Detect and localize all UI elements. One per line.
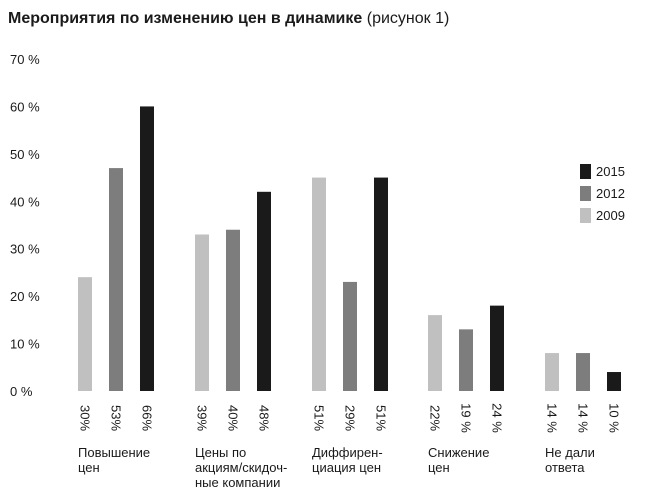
bar-value-label: 22%: [428, 405, 443, 431]
bar-value-label: 51%: [374, 405, 389, 431]
bar-value-label: 10 %: [607, 403, 622, 433]
chart-title-note: (рисунок 1): [366, 10, 450, 27]
bar-value-label: 14 %: [545, 403, 560, 433]
category-label: акциям/скидоч-: [195, 460, 287, 475]
category-label: Не дали: [545, 445, 595, 460]
bar-2009-5: [545, 353, 559, 391]
bar-2012-4: [459, 329, 473, 391]
bar-2015-4: [490, 305, 504, 391]
y-tick-label: 50 %: [10, 147, 40, 162]
bar-value-label: 39%: [195, 405, 210, 431]
y-tick-label: 60 %: [10, 99, 40, 114]
bar-value-label: 51%: [312, 405, 327, 431]
bar-value-label: 29%: [343, 405, 358, 431]
chart-title: Мероприятия по изменению цен в динамике …: [8, 10, 449, 28]
y-tick-label: 10 %: [10, 337, 40, 352]
bar-value-label: 53%: [109, 405, 124, 431]
bar-value-labels: 30% 39% 51% 22% 14 % 53% 40% 29% 19 % 14 % 66% 48% 5…: [78, 403, 622, 433]
bar-2015-2: [257, 191, 271, 391]
category-label: цен: [428, 460, 450, 475]
category-label: ные компании: [195, 475, 280, 490]
bar-2009-4: [428, 315, 442, 391]
legend-swatch-2015: [580, 164, 591, 179]
bar-2009-2: [195, 234, 209, 391]
bar-2012-2: [226, 229, 240, 391]
y-tick-label: 20 %: [10, 289, 40, 304]
bar-value-label: 30%: [78, 405, 93, 431]
category-label: Цены по: [195, 445, 246, 460]
legend-label-2012: 2012: [596, 186, 625, 201]
y-tick-label: 40 %: [10, 194, 40, 209]
y-tick-label: 0 %: [10, 384, 33, 399]
bar-value-label: 14 %: [576, 403, 591, 433]
bar-value-label: 24 %: [490, 403, 505, 433]
bar-2015-1: [140, 106, 154, 391]
bar-2012-1: [109, 168, 123, 391]
y-tick-label: 30 %: [10, 242, 40, 257]
bar-value-label: 48%: [257, 405, 272, 431]
chart-title-main: Мероприятия по изменению цен в динамике: [8, 10, 363, 27]
bar-value-label: 19 %: [459, 403, 474, 433]
legend-swatch-2012: [580, 186, 591, 201]
legend: 2015 2012 2009: [580, 164, 625, 223]
bar-2012-5: [576, 353, 590, 391]
legend-label-2015: 2015: [596, 164, 625, 179]
bar-2015-3: [374, 177, 388, 391]
bar-value-label: 40%: [226, 405, 241, 431]
bar-2015-5: [607, 372, 621, 391]
bar-2009-1: [78, 277, 92, 391]
category-label: Снижение: [428, 445, 489, 460]
y-tick-label: 70 %: [10, 52, 40, 67]
category-label: циация цен: [312, 460, 381, 475]
category-label: Диффирен-: [312, 445, 383, 460]
bar-2012-3: [343, 281, 357, 391]
legend-swatch-2009: [580, 208, 591, 223]
bars: [78, 106, 621, 391]
category-label: цен: [78, 460, 100, 475]
category-label: Повышение: [78, 445, 150, 460]
bar-2009-3: [312, 177, 326, 391]
bar-value-label: 66%: [140, 405, 155, 431]
category-label: ответа: [545, 460, 585, 475]
y-axis: 0 % 10 % 20 % 30 % 40 % 50 % 60 % 70 %: [10, 52, 40, 399]
legend-label-2009: 2009: [596, 208, 625, 223]
